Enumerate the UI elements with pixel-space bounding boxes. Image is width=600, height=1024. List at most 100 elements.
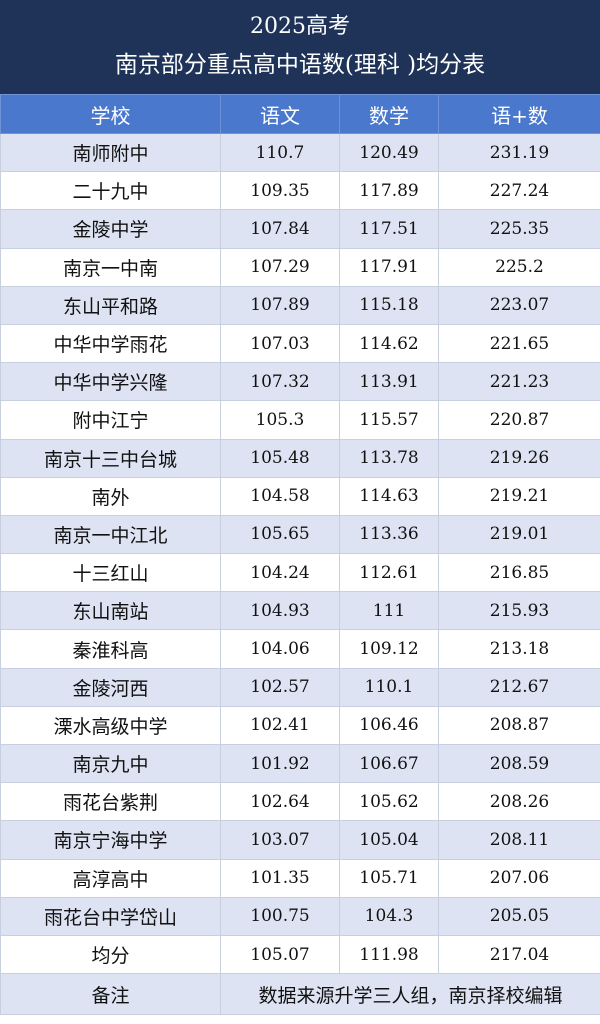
average-row: 均分 105.07 111.98 217.04 bbox=[0, 934, 600, 975]
math-score-cell: 110.1 bbox=[339, 667, 439, 707]
chinese-score-cell: 102.41 bbox=[220, 705, 340, 746]
school-name-cell: 秦淮科高 bbox=[0, 629, 221, 669]
note-row: 备注 数据来源升学三人组，南京择校编辑 bbox=[0, 973, 600, 1016]
table-row: 南京一中南 107.29 117.91 225.2 bbox=[0, 247, 600, 287]
title-year: 2025高考 bbox=[250, 14, 350, 39]
chinese-score-cell: 104.58 bbox=[220, 476, 340, 516]
total-score-cell: 221.65 bbox=[438, 323, 600, 364]
table-row: 南京九中 101.92 106.67 208.59 bbox=[0, 743, 600, 784]
col-header-school: 学校 bbox=[0, 94, 221, 134]
table-row: 南外 104.58 114.63 219.21 bbox=[0, 476, 600, 516]
average-math: 111.98 bbox=[339, 934, 439, 975]
total-score-cell: 219.01 bbox=[438, 514, 600, 555]
chinese-score-cell: 104.93 bbox=[220, 591, 340, 631]
total-score-cell: 219.21 bbox=[438, 476, 600, 516]
math-score-cell: 109.12 bbox=[339, 629, 439, 669]
math-score-cell: 112.61 bbox=[339, 553, 439, 593]
school-name-cell: 南外 bbox=[0, 476, 221, 516]
chinese-score-cell: 104.24 bbox=[220, 553, 340, 593]
table-row: 高淳高中 101.35 105.71 207.06 bbox=[0, 858, 600, 898]
total-score-cell: 207.06 bbox=[438, 858, 600, 898]
school-name-cell: 中华中学雨花 bbox=[0, 323, 221, 364]
chinese-score-cell: 102.57 bbox=[220, 667, 340, 707]
math-score-cell: 105.71 bbox=[339, 858, 439, 898]
math-score-cell: 117.91 bbox=[339, 247, 439, 287]
chinese-score-cell: 105.48 bbox=[220, 438, 340, 478]
school-name-cell: 南京十三中台城 bbox=[0, 438, 221, 478]
school-name-cell: 雨花台紫荆 bbox=[0, 782, 221, 822]
table-row: 秦淮科高 104.06 109.12 213.18 bbox=[0, 629, 600, 669]
column-header-row: 学校 语文 数学 语+数 bbox=[0, 94, 600, 134]
table-row: 中华中学雨花 107.03 114.62 221.65 bbox=[0, 323, 600, 364]
school-name-cell: 东山南站 bbox=[0, 591, 221, 631]
table-row: 南师附中 110.7 120.49 231.19 bbox=[0, 132, 600, 173]
school-name-cell: 高淳高中 bbox=[0, 858, 221, 898]
school-name-cell: 南师附中 bbox=[0, 132, 221, 173]
math-score-cell: 111 bbox=[339, 591, 439, 631]
total-score-cell: 213.18 bbox=[438, 629, 600, 669]
chinese-score-cell: 103.07 bbox=[220, 820, 340, 860]
total-score-cell: 225.35 bbox=[438, 209, 600, 249]
scores-table: 学校 语文 数学 语+数 南师附中 110.7 120.49 231.19 二十九中 10… bbox=[0, 94, 600, 1016]
chinese-score-cell: 107.03 bbox=[220, 323, 340, 364]
table-row: 溧水高级中学 102.41 106.46 208.87 bbox=[0, 705, 600, 746]
table-row: 雨花台中学岱山 100.75 104.3 205.05 bbox=[0, 896, 600, 936]
total-score-cell: 223.07 bbox=[438, 285, 600, 325]
col-header-total: 语+数 bbox=[438, 94, 600, 134]
table-row: 东山平和路 107.89 115.18 223.07 bbox=[0, 285, 600, 325]
math-score-cell: 117.89 bbox=[339, 171, 439, 211]
math-score-cell: 113.78 bbox=[339, 438, 439, 478]
total-score-cell: 219.26 bbox=[438, 438, 600, 478]
table-row: 南京一中江北 105.65 113.36 219.01 bbox=[0, 514, 600, 555]
average-total: 217.04 bbox=[438, 934, 600, 975]
math-score-cell: 105.62 bbox=[339, 782, 439, 822]
table-row: 南京十三中台城 105.48 113.78 219.26 bbox=[0, 438, 600, 478]
school-name-cell: 二十九中 bbox=[0, 171, 221, 211]
total-score-cell: 216.85 bbox=[438, 553, 600, 593]
school-name-cell: 南京一中南 bbox=[0, 247, 221, 287]
table-row: 附中江宁 105.3 115.57 220.87 bbox=[0, 400, 600, 440]
math-score-cell: 114.63 bbox=[339, 476, 439, 516]
total-score-cell: 220.87 bbox=[438, 400, 600, 440]
math-score-cell: 105.04 bbox=[339, 820, 439, 860]
school-name-cell: 南京九中 bbox=[0, 743, 221, 784]
table-row: 十三红山 104.24 112.61 216.85 bbox=[0, 553, 600, 593]
total-score-cell: 221.23 bbox=[438, 362, 600, 402]
table-header-banner: 2025高考 南京部分重点高中语数(理科 )均分表 bbox=[0, 0, 600, 94]
col-header-chinese: 语文 bbox=[220, 94, 340, 134]
note-text: 数据来源升学三人组，南京择校编辑 bbox=[220, 973, 600, 1016]
table-row: 南京宁海中学 103.07 105.04 208.11 bbox=[0, 820, 600, 860]
math-score-cell: 114.62 bbox=[339, 323, 439, 364]
chinese-score-cell: 101.92 bbox=[220, 743, 340, 784]
table-row: 金陵中学 107.84 117.51 225.35 bbox=[0, 209, 600, 249]
math-score-cell: 115.57 bbox=[339, 400, 439, 440]
total-score-cell: 215.93 bbox=[438, 591, 600, 631]
school-name-cell: 金陵河西 bbox=[0, 667, 221, 707]
math-score-cell: 104.3 bbox=[339, 896, 439, 936]
chinese-score-cell: 102.64 bbox=[220, 782, 340, 822]
chinese-score-cell: 107.29 bbox=[220, 247, 340, 287]
math-score-cell: 106.46 bbox=[339, 705, 439, 746]
total-score-cell: 208.11 bbox=[438, 820, 600, 860]
chinese-score-cell: 107.89 bbox=[220, 285, 340, 325]
chinese-score-cell: 105.65 bbox=[220, 514, 340, 555]
math-score-cell: 120.49 bbox=[339, 132, 439, 173]
chinese-score-cell: 100.75 bbox=[220, 896, 340, 936]
school-name-cell: 溧水高级中学 bbox=[0, 705, 221, 746]
school-name-cell: 金陵中学 bbox=[0, 209, 221, 249]
table-row: 中华中学兴隆 107.32 113.91 221.23 bbox=[0, 362, 600, 402]
math-score-cell: 115.18 bbox=[339, 285, 439, 325]
math-score-cell: 106.67 bbox=[339, 743, 439, 784]
total-score-cell: 208.26 bbox=[438, 782, 600, 822]
table-row: 雨花台紫荆 102.64 105.62 208.26 bbox=[0, 782, 600, 822]
total-score-cell: 208.59 bbox=[438, 743, 600, 784]
chinese-score-cell: 101.35 bbox=[220, 858, 340, 898]
col-header-math: 数学 bbox=[339, 94, 439, 134]
total-score-cell: 212.67 bbox=[438, 667, 600, 707]
chinese-score-cell: 107.84 bbox=[220, 209, 340, 249]
school-name-cell: 南京一中江北 bbox=[0, 514, 221, 555]
chinese-score-cell: 105.3 bbox=[220, 400, 340, 440]
school-name-cell: 十三红山 bbox=[0, 553, 221, 593]
note-label: 备注 bbox=[0, 973, 221, 1016]
chinese-score-cell: 110.7 bbox=[220, 132, 340, 173]
